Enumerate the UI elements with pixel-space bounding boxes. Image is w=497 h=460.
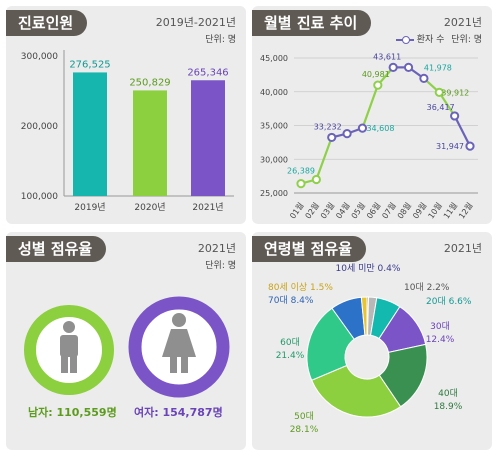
x-tick-label: 08월 xyxy=(395,200,413,220)
panel-title: 연령별 점유율 xyxy=(252,236,367,262)
series-line-segment xyxy=(438,91,456,117)
pie-label: 12.4% xyxy=(426,335,455,345)
x-tick-label: 2020년 xyxy=(134,202,165,213)
x-tick-label: 04월 xyxy=(333,200,351,220)
panel-title: 월별 진료 추이 xyxy=(252,10,372,36)
data-point xyxy=(373,80,383,90)
series-line-segment xyxy=(361,84,379,129)
data-point xyxy=(465,141,475,151)
y-tick-label: 45,000 xyxy=(260,54,288,63)
point-value-label: 33,232 xyxy=(314,122,342,131)
point-value-label: 43,611 xyxy=(373,52,401,61)
data-point xyxy=(388,62,398,72)
pie-label: 20대 6.6% xyxy=(426,296,472,307)
pie-label: 40대 xyxy=(438,388,458,399)
pie-slice xyxy=(378,343,428,408)
pie-label: 50대 xyxy=(294,411,314,422)
pie-label: 70대 8.4% xyxy=(268,295,314,306)
pie-label: 80세 이상 1.5% xyxy=(268,282,333,293)
y-tick-label: 30,000 xyxy=(260,155,288,164)
bar-value-label: 276,525 xyxy=(69,59,110,70)
gender-graphic xyxy=(24,296,230,398)
x-tick-label: 11월 xyxy=(441,200,459,220)
panel-monthly-line: 월별 진료 추이 2021년 환자 수 단위: 명 25,000 30,000 35… xyxy=(252,6,492,224)
bar-value-label: 250,829 xyxy=(129,77,170,88)
panel-patients-bar: 진료인원 2019년-2021년 단위: 명 100,000 200,000 300… xyxy=(6,6,246,224)
female-person-icon xyxy=(162,313,196,373)
data-point xyxy=(327,132,337,143)
y-tick-label: 35,000 xyxy=(260,122,288,131)
panel-title: 진료인원 xyxy=(6,10,88,36)
data-point xyxy=(342,129,352,139)
data-point xyxy=(311,174,321,185)
x-tick-label: 06월 xyxy=(364,200,382,220)
female-count-label: 여자: 154,787명 xyxy=(134,406,223,419)
y-tick-label: 40,000 xyxy=(260,88,288,97)
legend-line-icon xyxy=(395,35,414,44)
x-tick-label: 03월 xyxy=(318,200,336,220)
data-point xyxy=(403,62,414,72)
panel-unit: 단위: 명 xyxy=(451,35,482,45)
x-tick-label: 12월 xyxy=(456,200,474,220)
point-value-label: 36,417 xyxy=(427,103,455,112)
pie-slice xyxy=(306,307,355,381)
panel-year: 2021년 xyxy=(443,16,482,29)
point-value-label: 31,947 xyxy=(436,142,464,151)
panel-year: 2021년 xyxy=(443,242,482,255)
bar xyxy=(133,90,167,196)
pie-label: 21.4% xyxy=(276,351,305,361)
data-point xyxy=(419,73,429,83)
point-value-label: 26,389 xyxy=(287,167,315,176)
x-tick-label: 2021년 xyxy=(192,202,223,213)
panel-title: 성별 점유율 xyxy=(6,236,107,262)
legend-label: 환자 수 xyxy=(416,35,445,45)
x-tick-label: 10월 xyxy=(426,200,444,220)
pie-label: 18.9% xyxy=(434,402,463,412)
y-tick-label: 300,000 xyxy=(21,52,58,62)
x-tick-label: 07월 xyxy=(380,200,398,220)
panel-year: 2021년 xyxy=(197,242,236,255)
x-tick-label: 2019년 xyxy=(74,202,105,213)
point-value-label: 34,608 xyxy=(366,124,394,133)
data-point xyxy=(450,111,460,121)
pie-label: 10세 미만 0.4% xyxy=(336,263,401,274)
data-point xyxy=(296,179,306,189)
y-tick-label: 100,000 xyxy=(21,192,58,202)
panel-gender: 성별 점유율 2021년 단위: 명 남자: 110,559명 여자: 154,… xyxy=(6,232,246,450)
line-chart: 25,00030,00035,00040,00045,00001월02월03월0… xyxy=(260,52,478,221)
panel-age-pie: 연령별 점유율 2021년 10세 미만 0.4% 10대 2.2% 20대 6.6… xyxy=(252,232,492,450)
data-point xyxy=(434,87,444,97)
bar xyxy=(191,80,225,196)
series-line-segment xyxy=(315,137,333,180)
x-tick-label: 01월 xyxy=(287,200,305,220)
pie-slice xyxy=(360,296,368,336)
data-point xyxy=(357,123,368,133)
pie-label: 28.1% xyxy=(290,425,319,435)
series-line-segment xyxy=(453,115,471,147)
bar-value-label: 265,346 xyxy=(187,67,228,78)
male-count-label: 남자: 110,559명 xyxy=(28,406,117,419)
bar xyxy=(73,72,107,196)
panel-year: 2019년-2021년 xyxy=(155,16,236,29)
y-tick-label: 200,000 xyxy=(21,122,58,132)
pie-chart: 10세 미만 0.4%10대 2.2% 20대 6.6% 30대 12.4% 40대 18… xyxy=(268,263,472,435)
panel-unit: 단위: 명 xyxy=(205,35,236,45)
panel-legend: 환자 수 단위: 명 xyxy=(395,32,482,45)
pie-label: 10대 2.2% xyxy=(404,282,450,293)
x-tick-label: 02월 xyxy=(303,200,321,220)
point-value-label: 40,981 xyxy=(362,70,390,79)
pie-label: 30대 xyxy=(430,321,450,332)
y-tick-label: 25,000 xyxy=(260,189,288,198)
pie-label: 60대 xyxy=(280,337,300,348)
panel-unit: 단위: 명 xyxy=(205,261,236,271)
bar-chart: 100,000 200,000 300,000 276,525 2019년 250,829… xyxy=(21,50,234,213)
male-person-icon xyxy=(60,321,78,373)
point-value-label: 41,978 xyxy=(424,63,452,72)
pie-slice xyxy=(311,364,402,418)
point-value-label: 39,912 xyxy=(441,88,469,97)
x-tick-label: 05월 xyxy=(349,200,367,220)
x-tick-label: 09월 xyxy=(410,200,428,220)
